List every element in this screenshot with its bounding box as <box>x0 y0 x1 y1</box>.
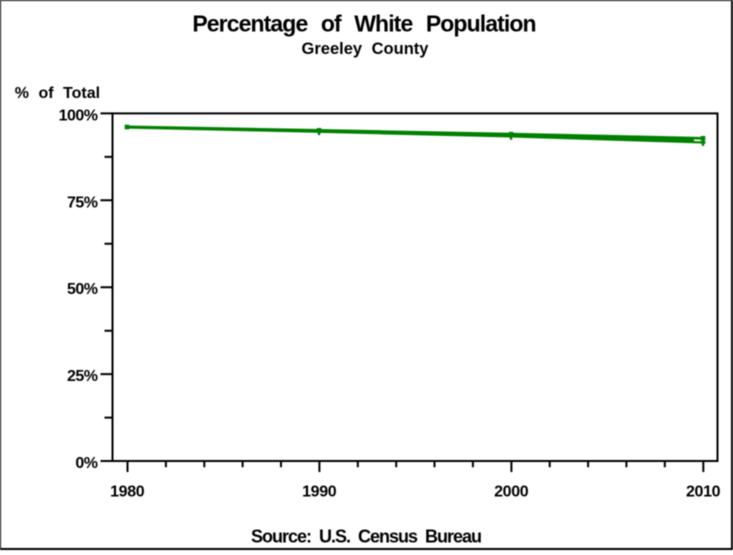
svg-text:2000: 2000 <box>494 483 529 500</box>
svg-text:0%: 0% <box>75 455 97 472</box>
svg-text:1990: 1990 <box>302 483 337 500</box>
svg-text:% of Total: % of Total <box>15 85 100 102</box>
svg-text:Source: U.S. Census Bureau: Source: U.S. Census Bureau <box>251 527 481 547</box>
svg-text:2010: 2010 <box>686 483 721 500</box>
svg-text:50%: 50% <box>67 281 98 298</box>
svg-text:Percentage of White Population: Percentage of White Population <box>192 10 535 36</box>
svg-text:75%: 75% <box>67 194 98 211</box>
svg-text:Greeley County: Greeley County <box>302 40 430 58</box>
svg-text:25%: 25% <box>67 368 98 385</box>
svg-text:1980: 1980 <box>110 483 145 500</box>
svg-text:100%: 100% <box>59 107 98 124</box>
